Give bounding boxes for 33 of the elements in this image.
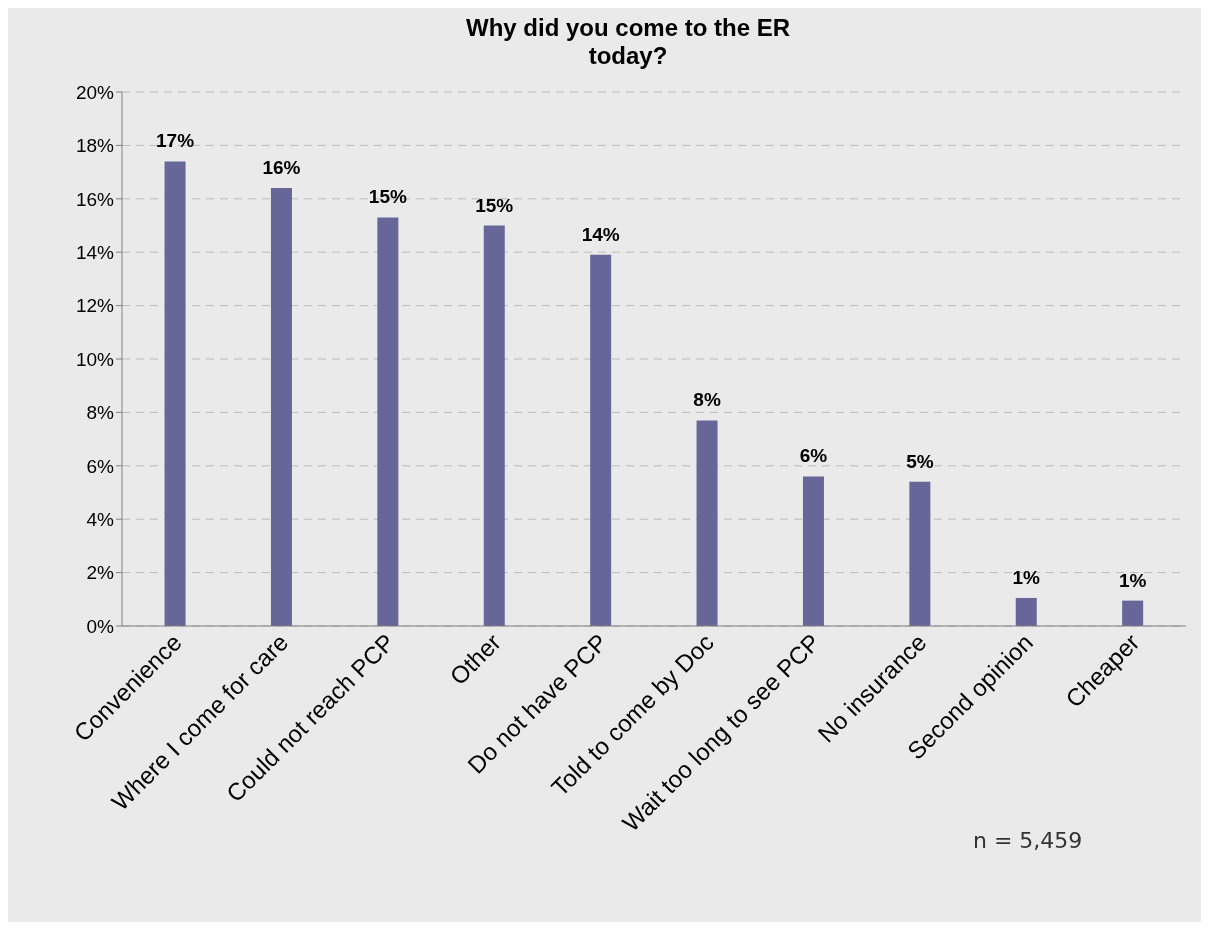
bar — [802, 476, 824, 626]
bar — [377, 217, 399, 626]
data-label: 6% — [799, 445, 828, 467]
y-tick-label: 4% — [86, 508, 115, 530]
y-tick-label: 8% — [86, 402, 115, 424]
y-tick-label: 14% — [75, 241, 115, 263]
bar — [909, 481, 931, 626]
chart-title: Why did you come to the ER today? — [465, 14, 791, 70]
bar — [590, 254, 612, 626]
bar — [270, 188, 292, 626]
y-tick-label: 2% — [86, 562, 115, 584]
data-label: 5% — [906, 450, 934, 472]
bar — [164, 161, 186, 626]
data-label: 15% — [475, 194, 514, 216]
bar — [483, 225, 505, 626]
data-label: 1% — [1118, 569, 1147, 591]
y-tick-label: 12% — [75, 295, 115, 317]
y-tick-label: 16% — [75, 188, 115, 210]
y-tick-label: 0% — [86, 615, 115, 637]
bar — [1122, 600, 1144, 626]
text: n = 5,459 — [973, 828, 1083, 853]
y-tick-label: 10% — [75, 348, 115, 370]
bar — [696, 420, 718, 626]
data-label: 15% — [368, 186, 407, 208]
data-label: 8% — [693, 389, 721, 411]
y-tick-label: 18% — [75, 135, 115, 157]
y-tick-label: 20% — [75, 81, 115, 103]
data-label: 16% — [262, 157, 301, 179]
data-label: 14% — [581, 223, 620, 245]
bar — [1015, 597, 1037, 626]
y-tick-label: 6% — [86, 455, 115, 477]
data-label: 1% — [1012, 566, 1041, 588]
data-label: 17% — [156, 130, 195, 152]
